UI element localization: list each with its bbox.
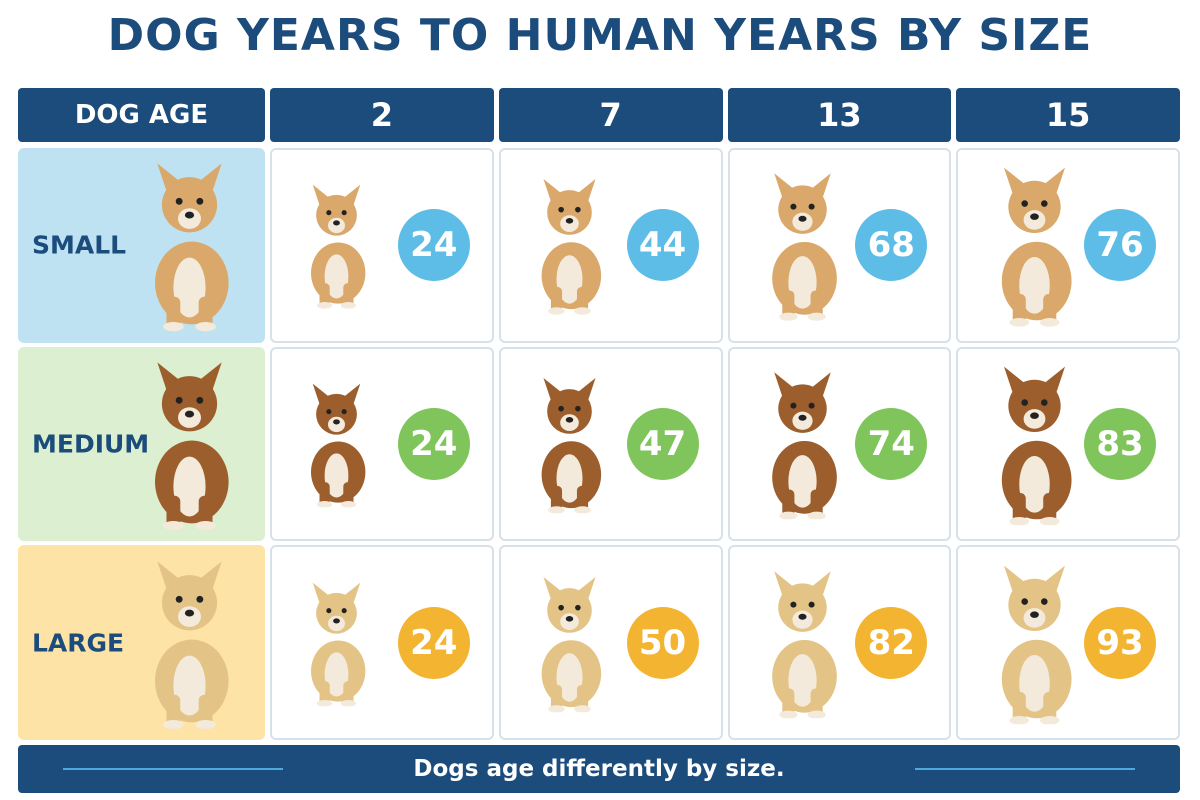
header-label: DOG AGE — [18, 88, 265, 142]
row-label-cell: MEDIUM — [18, 346, 265, 542]
table-cell: 24 — [270, 346, 494, 542]
dog-image — [771, 372, 837, 520]
footer-text: Dogs age differently by size. — [413, 756, 785, 782]
human-age-badge: 93 — [1084, 606, 1156, 679]
header-age: 15 — [956, 88, 1180, 142]
footer-line — [63, 768, 283, 770]
dog-image — [771, 570, 837, 719]
dog-image — [155, 163, 229, 332]
table-cell: 47 — [498, 346, 723, 542]
header-age: 2 — [270, 88, 494, 142]
human-age-badge: 47 — [626, 407, 699, 480]
table-cell: 82 — [727, 545, 952, 740]
human-age-badge: 83 — [1084, 407, 1156, 480]
human-age-badge: 68 — [855, 209, 928, 282]
dog-image — [1002, 565, 1072, 725]
table-cell: 83 — [956, 346, 1180, 542]
table-cell: 93 — [956, 545, 1180, 740]
human-age-badge: 76 — [1084, 209, 1156, 282]
title: DOG YEARS TO HUMAN YEARS BY SIZE — [107, 10, 1093, 61]
table-cell: 76 — [956, 148, 1180, 343]
dog-image — [771, 173, 837, 322]
human-age-badge: 82 — [855, 606, 928, 679]
table-cell: 24 — [270, 148, 494, 343]
dog-image — [541, 377, 601, 514]
dog-image — [155, 561, 229, 729]
footer-bar: Dogs age differently by size. — [18, 745, 1180, 793]
header-age: 7 — [498, 88, 723, 142]
table-cell: 44 — [498, 148, 723, 343]
dog-image — [311, 184, 366, 310]
dog-image — [1002, 167, 1072, 328]
human-age-badge: 44 — [626, 209, 699, 282]
footer-line — [915, 768, 1135, 770]
table-cell: 74 — [727, 346, 952, 542]
dog-image — [311, 582, 366, 707]
human-age-badge: 24 — [397, 209, 470, 282]
human-age-badge: 24 — [397, 407, 470, 480]
human-age-badge: 74 — [855, 407, 928, 480]
dog-image — [541, 179, 601, 316]
dog-image — [311, 383, 366, 508]
dog-image — [541, 576, 601, 713]
row-label: LARGE — [32, 628, 125, 658]
header-age: 13 — [727, 88, 952, 142]
human-age-badge: 24 — [397, 606, 470, 679]
dog-image — [155, 362, 229, 531]
table-cell: 24 — [270, 545, 494, 740]
human-age-badge: 50 — [626, 606, 699, 679]
table-cell: 50 — [498, 545, 723, 740]
row-label: MEDIUM — [32, 429, 150, 459]
row-label-cell: SMALL — [18, 148, 265, 343]
row-label-cell: LARGE — [18, 545, 265, 740]
table-cell: 68 — [727, 148, 952, 343]
dog-image — [1002, 366, 1072, 526]
row-label: SMALL — [32, 230, 127, 260]
